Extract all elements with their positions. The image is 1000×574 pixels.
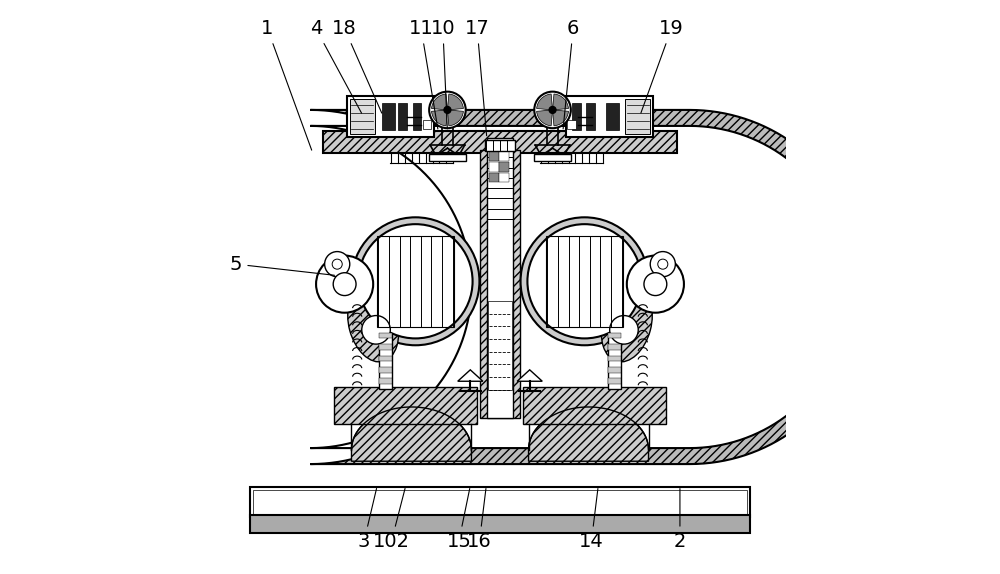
Wedge shape [553,110,568,126]
Bar [250,487,750,517]
Bar [382,103,395,130]
Circle shape [534,92,571,128]
Circle shape [521,218,649,346]
Bar [534,154,571,161]
Bar [413,103,421,130]
Bar [586,103,595,130]
Text: 18: 18 [332,20,382,113]
Circle shape [650,251,675,277]
Bar [379,323,392,389]
Text: 10: 10 [431,20,455,129]
Bar [489,162,499,172]
Bar [253,490,747,514]
Text: 2: 2 [674,488,686,550]
Circle shape [658,259,668,269]
Bar [379,378,392,384]
Bar [485,139,515,151]
Bar [250,515,750,533]
Bar [334,276,471,293]
Ellipse shape [348,286,399,362]
Text: 102: 102 [373,488,410,550]
Polygon shape [517,370,542,381]
Text: 5: 5 [230,255,334,276]
Circle shape [444,107,451,113]
Bar [608,355,621,361]
Polygon shape [529,407,649,461]
Bar [423,120,431,129]
Bar [379,333,392,339]
Bar [608,344,621,350]
Bar [398,103,407,130]
Circle shape [358,224,473,339]
Wedge shape [537,110,553,126]
Wedge shape [537,94,553,110]
Wedge shape [553,94,568,110]
Circle shape [351,218,479,346]
Polygon shape [310,110,867,464]
Bar [379,344,392,350]
Ellipse shape [601,286,652,362]
Wedge shape [447,94,463,110]
Bar [489,152,499,161]
Bar [566,96,653,137]
Polygon shape [310,126,851,448]
Bar [625,99,650,134]
Bar [480,150,520,418]
Polygon shape [458,370,483,381]
Circle shape [549,107,556,113]
Bar [323,131,677,153]
Circle shape [610,316,638,344]
Bar [606,103,619,130]
Bar [379,367,392,373]
Text: 14: 14 [579,488,604,550]
Wedge shape [432,94,447,110]
Bar [499,173,509,182]
Bar [487,138,513,418]
Bar [429,154,466,161]
Bar [499,152,509,161]
Text: 19: 19 [641,20,684,113]
Bar [334,387,477,424]
Text: 3: 3 [358,488,377,550]
Bar [379,355,392,361]
Text: 4: 4 [310,20,362,113]
Bar [523,387,666,424]
Circle shape [644,273,667,296]
Bar [499,162,509,172]
Bar [608,367,621,373]
Circle shape [627,255,684,313]
Wedge shape [447,110,463,126]
Text: 6: 6 [563,20,579,129]
Bar [489,173,499,182]
Bar [529,276,666,293]
Circle shape [362,316,390,344]
Text: 1: 1 [261,20,312,150]
Bar [488,301,512,390]
Circle shape [325,251,350,277]
Bar [350,99,375,134]
Text: 11: 11 [409,20,438,129]
Circle shape [429,92,466,128]
Bar [608,333,621,339]
Text: 16: 16 [467,488,492,550]
Circle shape [316,255,373,313]
Bar [572,103,581,130]
Bar [608,323,621,389]
Bar [377,235,454,327]
Text: 15: 15 [446,488,471,550]
Bar [546,235,623,327]
Wedge shape [432,110,447,126]
Bar [567,120,576,129]
Bar [608,378,621,384]
Polygon shape [351,407,471,461]
Circle shape [332,259,342,269]
Circle shape [527,224,642,339]
Bar [347,96,434,137]
Circle shape [333,273,356,296]
Text: 17: 17 [465,20,490,135]
